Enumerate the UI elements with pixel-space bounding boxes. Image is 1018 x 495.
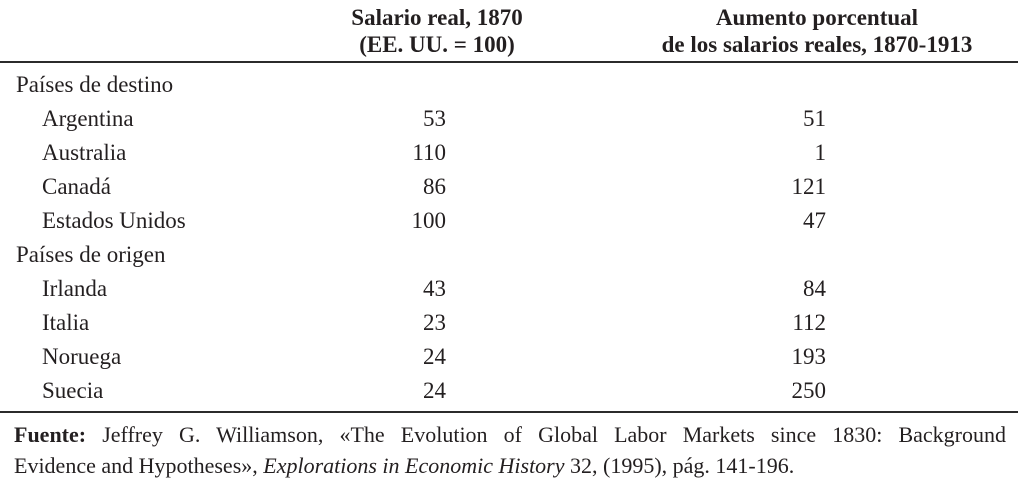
salario-value: 86 xyxy=(423,174,446,199)
country-label: Irlanda xyxy=(42,276,108,301)
table-row-estados-unidos: 100 47 Estados Unidos xyxy=(0,204,1018,238)
country-label: Australia xyxy=(42,140,127,165)
table-row-italia: 23 112 Italia xyxy=(0,306,1018,340)
source-line1-text: Jeffrey G. Williamson, «The Evolution of… xyxy=(102,422,1006,447)
source-label: Fuente: xyxy=(14,422,87,447)
aumento-value: 51 xyxy=(803,106,826,131)
country-label: Italia xyxy=(42,310,90,335)
country-label: Argentina xyxy=(42,106,134,131)
aumento-value: 47 xyxy=(803,208,826,233)
group-label-origen: Países de origen xyxy=(16,242,166,267)
column-header-salario: Salario real, 1870 (EE. UU. = 100) xyxy=(307,4,567,58)
aumento-value: 1 xyxy=(814,140,827,165)
salario-value: 43 xyxy=(423,276,446,301)
column-header-aumento-line1: Aumento porcentual xyxy=(715,5,919,30)
aumento-value: 84 xyxy=(803,276,826,301)
salario-value: 53 xyxy=(423,106,446,131)
salario-value: 100 xyxy=(411,208,447,233)
table-body: Países de destino 53 51 Argentina 110 1 … xyxy=(0,68,1018,408)
group-label-destino: Países de destino xyxy=(16,72,174,97)
salario-value: 24 xyxy=(423,344,446,369)
table-row-argentina: 53 51 Argentina xyxy=(0,102,1018,136)
country-label: Suecia xyxy=(42,378,104,403)
country-label: Canadá xyxy=(42,174,111,199)
column-header-salario-line1: Salario real, 1870 xyxy=(351,5,523,30)
source-line2-prefix: Evidence and Hypotheses», xyxy=(14,453,264,478)
salario-value: 24 xyxy=(423,378,446,403)
aumento-value: 250 xyxy=(791,378,827,403)
source-note: Fuente: Jeffrey G. Williamson, «The Evol… xyxy=(14,419,1006,481)
aumento-value: 193 xyxy=(791,344,827,369)
source-line2-suffix: 32, (1995), pág. 141-196. xyxy=(564,453,795,478)
column-header-aumento: Aumento porcentual de los salarios reale… xyxy=(637,4,997,58)
table-row-irlanda: 43 84 Irlanda xyxy=(0,272,1018,306)
country-label: Estados Unidos xyxy=(42,208,186,233)
footer-divider-rule xyxy=(0,411,1018,413)
salario-value: 110 xyxy=(412,140,446,165)
group-row-destino: Países de destino xyxy=(0,68,1018,102)
table-row-australia: 110 1 Australia xyxy=(0,136,1018,170)
aumento-value: 112 xyxy=(792,310,826,335)
aumento-value: 121 xyxy=(791,174,827,199)
table-row-noruega: 24 193 Noruega xyxy=(0,340,1018,374)
group-row-origen: Países de origen xyxy=(0,238,1018,272)
header-divider-rule xyxy=(0,61,1018,63)
table-row-suecia: 24 250 Suecia xyxy=(0,374,1018,408)
country-label: Noruega xyxy=(42,344,122,369)
column-header-aumento-line2: de los salarios reales, 1870-1913 xyxy=(661,32,973,57)
column-header-salario-line2: (EE. UU. = 100) xyxy=(359,32,515,57)
source-note-line2: Evidence and Hypotheses», Explorations i… xyxy=(14,450,1006,481)
salario-value: 23 xyxy=(423,310,446,335)
source-note-line1: Fuente: Jeffrey G. Williamson, «The Evol… xyxy=(14,419,1006,450)
source-journal-title: Explorations in Economic History xyxy=(263,453,565,478)
table-row-canada: 86 121 Canadá xyxy=(0,170,1018,204)
